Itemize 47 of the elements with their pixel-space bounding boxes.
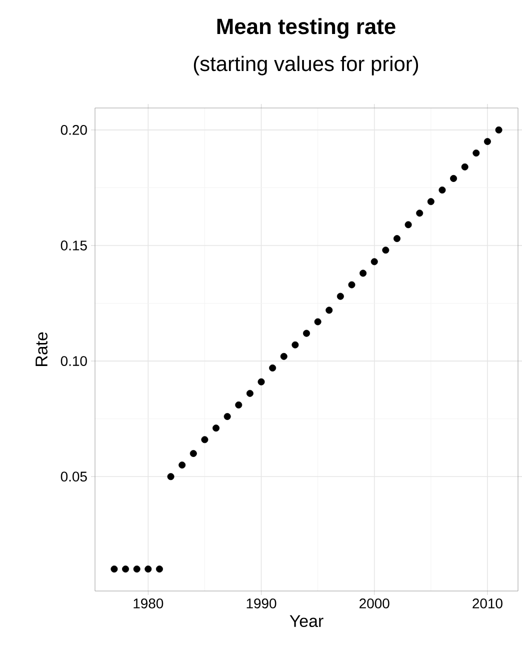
point (314, 318, 322, 326)
point (167, 473, 174, 480)
point (461, 163, 468, 170)
point (133, 566, 140, 573)
point (110, 566, 118, 573)
point (201, 436, 208, 444)
point (144, 566, 152, 573)
point (326, 306, 333, 314)
point (360, 270, 367, 277)
point (404, 221, 412, 228)
point (122, 566, 129, 573)
x-axis-title: Year (290, 615, 324, 628)
point (450, 174, 457, 182)
point (472, 150, 480, 157)
point (302, 330, 310, 337)
chart-subtitle: (starting values for prior) (194, 56, 418, 76)
x-tick-label: 2010 (472, 598, 502, 608)
y-tick-label: 0.20 (60, 124, 87, 135)
chart-title: Mean testing rate (217, 18, 396, 39)
point (348, 281, 356, 288)
point (212, 424, 220, 432)
point (427, 198, 434, 206)
point (382, 246, 390, 254)
point (336, 292, 344, 300)
x-tick-label: 1980 (134, 598, 164, 608)
point (416, 210, 424, 217)
point (370, 258, 378, 266)
point (190, 450, 197, 457)
point (269, 364, 276, 372)
y-tick-label: 0.15 (60, 240, 87, 250)
point (280, 352, 288, 360)
point (292, 341, 299, 348)
x-tick-label: 1990 (246, 598, 276, 608)
point (246, 390, 254, 397)
point (258, 378, 265, 386)
point (224, 413, 231, 420)
y-tick-label: 0.10 (60, 356, 87, 366)
point (484, 138, 491, 145)
point (438, 186, 446, 194)
point (235, 401, 242, 408)
point (156, 566, 163, 573)
point (178, 462, 186, 469)
y-axis-title: Rate (36, 332, 48, 366)
point (393, 235, 400, 242)
y-tick-label: 0.05 (60, 472, 87, 482)
x-tick-label: 2000 (360, 598, 390, 608)
point (495, 126, 502, 134)
